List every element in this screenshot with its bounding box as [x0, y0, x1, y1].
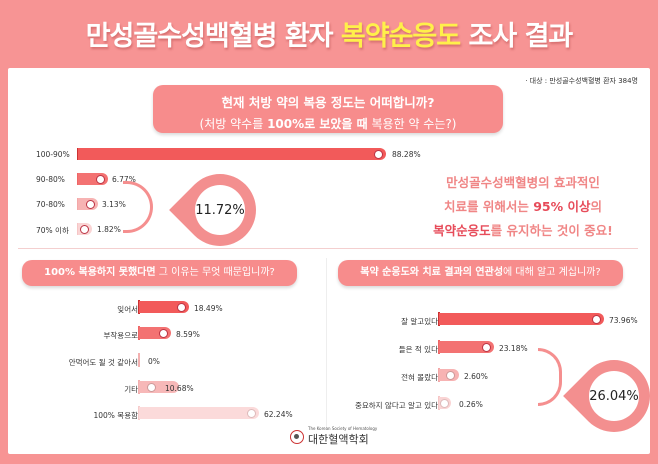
question-1-subtitle: (처방 약수를 100%로 보았을 때 복용한 약 수는?)	[199, 117, 457, 131]
q2-label: 부작용으로	[103, 331, 139, 340]
q2-label: 안먹어도 될 것 같아서	[68, 358, 138, 367]
bar-knob	[247, 408, 256, 418]
divider-vertical	[326, 258, 327, 428]
q3-value: 73.96%	[609, 316, 638, 325]
question-3-banner: 복약 순응도와 치료 결과의 연관성에 대해 알고 계십니까?	[338, 260, 623, 286]
q1-value: 6.77%	[112, 175, 136, 184]
bar-knob	[86, 199, 95, 209]
question-1-title: 현재 처방 약의 복용 정도는 어떠합니까?	[221, 95, 435, 110]
q2-value: 18.49%	[194, 304, 223, 313]
q1-value: 3.13%	[102, 200, 126, 209]
q3-value: 0.26%	[459, 400, 483, 409]
title-highlight: 복약순응도	[340, 21, 461, 52]
q1-label: 70-80%	[36, 200, 65, 209]
bar-knob	[374, 149, 383, 159]
page-title: 만성골수성백혈병 환자 복약순응도 조사 결과	[0, 14, 658, 53]
society-emblem-icon	[290, 429, 304, 444]
q3-value: 23.18%	[499, 344, 528, 353]
bar-knob	[482, 342, 491, 352]
q1-label: 100-90%	[36, 150, 70, 159]
q1-value: 88.28%	[392, 150, 421, 159]
bar-knob	[80, 224, 89, 234]
target-note: · 대상 : 만성골수성백혈병 환자 384명	[525, 77, 638, 85]
q3-value: 2.60%	[464, 372, 488, 381]
sum-value-badge: 26.04%	[589, 371, 639, 421]
q1-value: 1.82%	[97, 225, 121, 234]
axis	[138, 353, 140, 367]
title-text: 만성골수성백혈병 환자	[85, 21, 341, 52]
q3-bar	[439, 313, 604, 325]
bar-knob	[147, 382, 156, 392]
content-panel: · 대상 : 만성골수성백혈병 환자 384명 현재 처방 약의 복용 정도는 …	[8, 68, 658, 454]
divider	[18, 248, 638, 249]
bar-knob	[592, 314, 601, 324]
q2-value: 0%	[148, 357, 160, 366]
logo-name: 대한혈액학회	[308, 433, 369, 446]
q2-value: 62.24%	[264, 410, 293, 419]
q2-value: 10.68%	[165, 384, 194, 393]
logo-subtitle: The Korean Society of Hematology	[308, 426, 378, 431]
title-text-end: 조사 결과	[460, 21, 574, 52]
q1-bar	[78, 148, 386, 160]
bar-knob	[96, 174, 105, 184]
society-logo: The Korean Society of Hematology 대한혈액학회	[290, 426, 377, 447]
q3-bar	[439, 341, 494, 353]
q2-bar	[139, 407, 259, 419]
q1-label: 70% 이하	[36, 226, 69, 235]
bar-knob	[177, 302, 186, 312]
bar-knob	[440, 398, 449, 408]
q2-label: 기타	[124, 385, 138, 394]
q1-label: 90-80%	[36, 175, 65, 184]
q3-label: 전혀 몰랐다	[401, 373, 438, 382]
bar-knob	[446, 370, 455, 380]
q2-bar	[139, 301, 189, 313]
bar-knob	[159, 328, 168, 338]
question-1-banner: 현재 처방 약의 복용 정도는 어떠합니까? (처방 약수를 100%로 보았을…	[153, 85, 503, 133]
question-2-banner: 100% 복용하지 못했다면 그 이유는 무엇 때문입니까?	[22, 260, 297, 286]
bracket-arc	[538, 348, 562, 406]
key-message: 만성골수성백혈병의 효과적인 치료를 위해서는 95% 이상의 복약순응도를 유…	[433, 175, 613, 238]
q2-value: 8.59%	[176, 330, 200, 339]
q2-label: 100% 복용함	[93, 411, 138, 420]
bracket-arc	[123, 181, 153, 233]
q2-label: 잊어서	[117, 305, 138, 314]
q3-label: 들은 적 있다	[398, 345, 438, 354]
q3-label: 잘 알고있다	[401, 317, 438, 326]
sum-value-badge: 11.72%	[195, 185, 245, 235]
q3-label: 중요하지 않다고 알고 있다	[354, 401, 438, 410]
